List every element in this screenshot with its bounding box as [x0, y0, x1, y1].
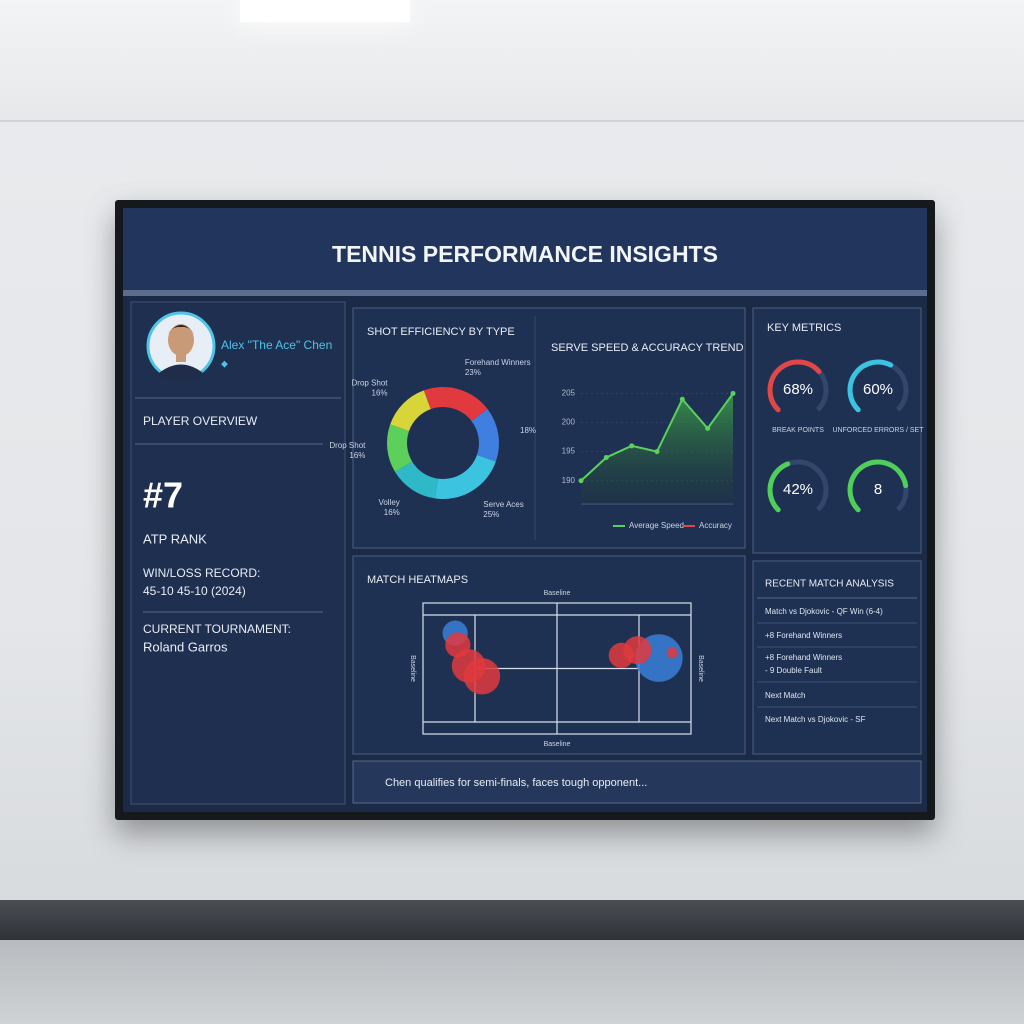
match-item: +8 Forehand Winners — [765, 631, 842, 640]
axis-label: Baseline — [409, 655, 416, 682]
match-item: Next Match vs Djokovic - SF — [765, 715, 866, 724]
trend-point — [705, 425, 711, 431]
segment-value: 16% — [372, 388, 388, 397]
gauge-value: 8 — [874, 481, 882, 498]
gauge-label: BREAK POINTS — [772, 427, 824, 434]
segment-value: 16% — [384, 508, 400, 517]
gauge-value: 68% — [783, 381, 813, 398]
recent-panel — [752, 560, 922, 755]
segment-value: 23% — [465, 368, 481, 377]
section-title: PLAYER OVERVIEW — [143, 414, 258, 428]
record-label: WIN/LOSS RECORD: — [143, 566, 260, 580]
gauge-arc — [767, 359, 822, 413]
heat-blob — [666, 647, 678, 659]
y-tick-label: 205 — [562, 389, 576, 398]
tournament-label: CURRENT TOURNAMENT: — [143, 622, 291, 636]
segment-label: Drop Shot — [329, 441, 366, 450]
donut-segment — [386, 424, 413, 472]
segment-label: Volley — [378, 498, 399, 507]
match-item: Next Match — [765, 691, 805, 700]
header-rule — [123, 290, 927, 296]
chart-title: SHOT EFFICIENCY BY TYPE — [367, 326, 515, 338]
donut-segment — [395, 461, 438, 499]
segment-value: 25% — [483, 510, 499, 519]
header-bar — [123, 208, 927, 290]
match-item: Match vs Djokovic - QF Win (6-4) — [765, 607, 883, 616]
gauge-label: UNFORCED ERRORS / SET — [832, 427, 924, 434]
gauge-value: 60% — [863, 381, 893, 398]
baseboard — [0, 900, 1024, 940]
panel-title: MATCH HEATMAPS — [367, 574, 468, 586]
heat-blob — [463, 658, 501, 695]
axis-label: Baseline — [544, 590, 571, 597]
news-ticker: Chen qualifies for semi-finals, faces to… — [385, 777, 647, 789]
panel-title: KEY METRICS — [767, 322, 841, 334]
ticker-bar — [352, 760, 922, 804]
dashboard-title: TENNIS PERFORMANCE INSIGHTS — [332, 241, 718, 267]
gauge-arc — [767, 461, 791, 513]
donut-segment — [423, 387, 488, 422]
trend-point — [629, 443, 635, 449]
avatar — [146, 311, 216, 381]
donut-segment — [390, 390, 431, 432]
player-name: Alex "The Ace" Chen — [221, 338, 332, 352]
gauge-arc — [847, 359, 894, 413]
record-value: 45-10 45-10 (2024) — [143, 584, 246, 598]
ceiling — [0, 0, 1024, 122]
segment-value: 18% — [520, 426, 536, 435]
legend-label: Accuracy — [699, 521, 732, 530]
trend-point — [578, 478, 584, 484]
rank-label: ATP RANK — [143, 531, 207, 546]
ceiling-light — [240, 0, 410, 22]
legend-label: Average Speed — [629, 521, 684, 530]
gauge-value: 42% — [783, 481, 813, 498]
trend-point — [730, 390, 736, 396]
axis-label: Baseline — [697, 655, 704, 682]
chart-title: SERVE SPEED & ACCURACY TREND — [551, 342, 744, 354]
metrics-panel — [752, 307, 922, 554]
floor — [0, 940, 1024, 1024]
player-panel — [130, 301, 346, 805]
y-tick-label: 200 — [562, 418, 576, 427]
segment-label: Forehand Winners — [465, 358, 531, 367]
segment-value: 16% — [349, 451, 365, 460]
panel-title: RECENT MATCH ANALYSIS — [765, 579, 894, 590]
dashboard: TENNIS PERFORMANCE INSIGHTS Alex "The Ace… — [123, 208, 927, 812]
axis-label: Baseline — [544, 741, 571, 748]
match-item: - 9 Double Fault — [765, 666, 823, 675]
donut-segment — [471, 408, 500, 462]
trend-point — [679, 396, 685, 402]
rank-value: #7 — [143, 475, 183, 516]
trend-point — [654, 449, 660, 455]
trend-point — [603, 454, 609, 460]
match-item: +8 Forehand Winners — [765, 653, 842, 662]
donut-segment — [434, 454, 496, 499]
segment-label: Drop Shot — [352, 378, 389, 387]
segment-label: Serve Aces — [483, 500, 523, 509]
y-tick-label: 190 — [562, 476, 576, 485]
name-marker: ◆ — [221, 358, 228, 368]
gauge-arc — [847, 459, 909, 513]
trend-area — [581, 393, 733, 504]
y-tick-label: 195 — [562, 447, 576, 456]
display-screen: TENNIS PERFORMANCE INSIGHTS Alex "The Ace… — [115, 200, 935, 820]
tournament-value: Roland Garros — [143, 639, 228, 654]
heat-blob — [623, 636, 652, 665]
